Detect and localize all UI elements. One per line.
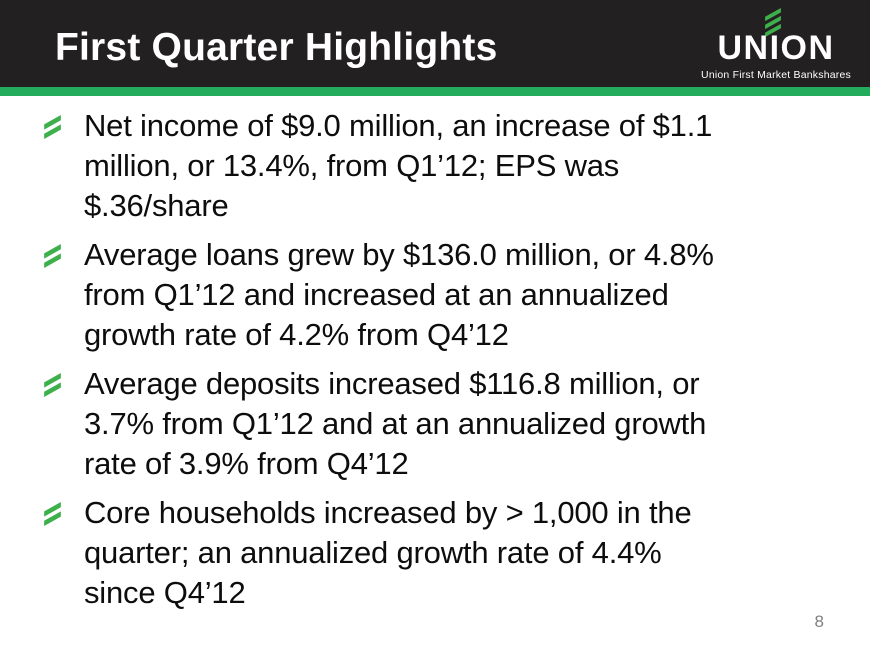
bullet-text: Net income of $9.0 million, an increase … xyxy=(84,106,712,226)
double-stripe-bullet-icon xyxy=(44,106,84,144)
bullet-line: from Q1’12 and increased at an annualize… xyxy=(84,277,669,312)
slide-body: Net income of $9.0 million, an increase … xyxy=(0,96,870,653)
bullet-text: Average deposits increased $116.8 millio… xyxy=(84,364,706,484)
bullet-line: since Q4’12 xyxy=(84,575,246,610)
bullet-list: Net income of $9.0 million, an increase … xyxy=(44,106,846,613)
bullet-line: Core households increased by > 1,000 in … xyxy=(84,495,692,530)
header-bar: First Quarter Highlights UNION Union Fir… xyxy=(0,0,870,87)
bullet-line: $.36/share xyxy=(84,188,229,223)
page-title: First Quarter Highlights xyxy=(55,25,498,69)
bullet-line: 3.7% from Q1’12 and at an annualized gro… xyxy=(84,406,707,441)
bullet-line: million, or 13.4%, from Q1’12; EPS was xyxy=(84,148,620,183)
bullet-text: Average loans grew by $136.0 million, or… xyxy=(84,235,714,355)
page-number: 8 xyxy=(814,612,824,631)
triple-stripe-icon xyxy=(765,8,781,37)
double-stripe-bullet-icon xyxy=(44,493,84,531)
bullet-line: quarter; an annualized growth rate of 4.… xyxy=(84,535,662,570)
bullet-line: Average loans grew by $136.0 million, or… xyxy=(84,237,714,272)
bullet-item: Average loans grew by $136.0 million, or… xyxy=(44,235,846,355)
bullet-line: Average deposits increased $116.8 millio… xyxy=(84,366,700,401)
bullet-item: Net income of $9.0 million, an increase … xyxy=(44,106,846,226)
double-stripe-bullet-icon xyxy=(44,235,84,273)
double-stripe-bullet-icon xyxy=(44,364,84,402)
bullet-line: Net income of $9.0 million, an increase … xyxy=(84,108,713,143)
bullet-line: growth rate of 4.2% from Q4’12 xyxy=(84,317,509,352)
accent-bar xyxy=(0,87,870,96)
logo-tagline: Union First Market Bankshares xyxy=(701,68,851,81)
logo-wordmark: UNION xyxy=(717,29,835,67)
bullet-item: Core households increased by > 1,000 in … xyxy=(44,493,846,613)
bullet-item: Average deposits increased $116.8 millio… xyxy=(44,364,846,484)
union-logo: UNION Union First Market Bankshares xyxy=(696,8,856,81)
bullet-text: Core households increased by > 1,000 in … xyxy=(84,493,692,613)
bullet-line: rate of 3.9% from Q4’12 xyxy=(84,446,409,481)
